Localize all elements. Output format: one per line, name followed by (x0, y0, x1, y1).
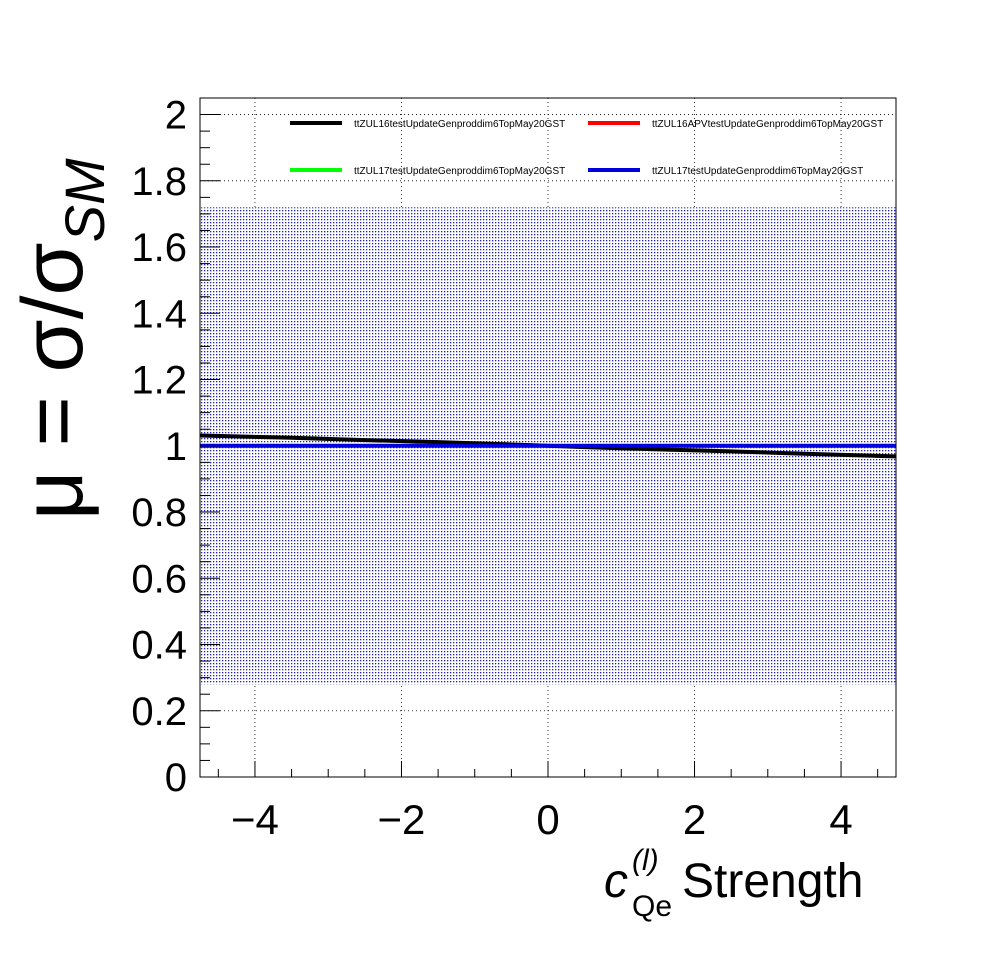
x-axis-title-superscript: (l) (632, 844, 659, 877)
x-tick-label: 2 (683, 796, 706, 843)
y-tick-label: 1.6 (131, 226, 187, 270)
y-tick-label: 0.8 (131, 491, 187, 535)
legend-label-0: ttZUL16testUpdateGenproddim6TopMay20GST (354, 119, 565, 130)
y-tick-label: 2 (165, 94, 187, 138)
legend-label-3: ttZUL17testUpdateGenproddim6TopMay20GST (652, 166, 863, 177)
x-tick-label: −4 (231, 796, 279, 843)
legend: ttZUL16testUpdateGenproddim6TopMay20GST t… (290, 119, 883, 177)
legend-label-2: ttZUL17testUpdateGenproddim6TopMay20GST (354, 166, 565, 177)
x-axis-title-rest: Strength (682, 855, 863, 908)
y-tick-label: 0.6 (131, 557, 187, 601)
y-tick-label: 1 (165, 425, 187, 469)
y-tick-label: 0 (165, 756, 187, 800)
y-axis-title: μ = σ/σSM (5, 158, 116, 520)
x-axis-title-symbol: c (604, 855, 628, 908)
y-tick-labels: 0 0.2 0.4 0.6 0.8 1 1.2 1.4 1.6 1.8 2 (131, 94, 187, 800)
x-tick-label: 4 (829, 796, 852, 843)
y-axis-title-main: μ = σ/σ (5, 242, 101, 520)
axis-ticks (200, 97, 879, 778)
y-axis-title-subscript: SM (53, 158, 116, 242)
series-layer (200, 433, 896, 459)
y-tick-label: 1.8 (131, 160, 187, 204)
x-tick-labels: −4 −2 0 2 4 (231, 796, 853, 843)
y-tick-label: 0.2 (131, 690, 187, 734)
x-tick-label: 0 (536, 796, 559, 843)
y-tick-label: 1.2 (131, 359, 187, 403)
y-tick-label: 1.4 (131, 292, 187, 336)
x-axis-title-subscript: Qe (632, 890, 672, 923)
legend-label-1: ttZUL16APVtestUpdateGenproddim6TopMay20G… (652, 119, 883, 130)
x-axis-title: c (604, 855, 628, 908)
x-tick-label: −2 (378, 796, 426, 843)
y-tick-label: 0.4 (131, 624, 187, 668)
